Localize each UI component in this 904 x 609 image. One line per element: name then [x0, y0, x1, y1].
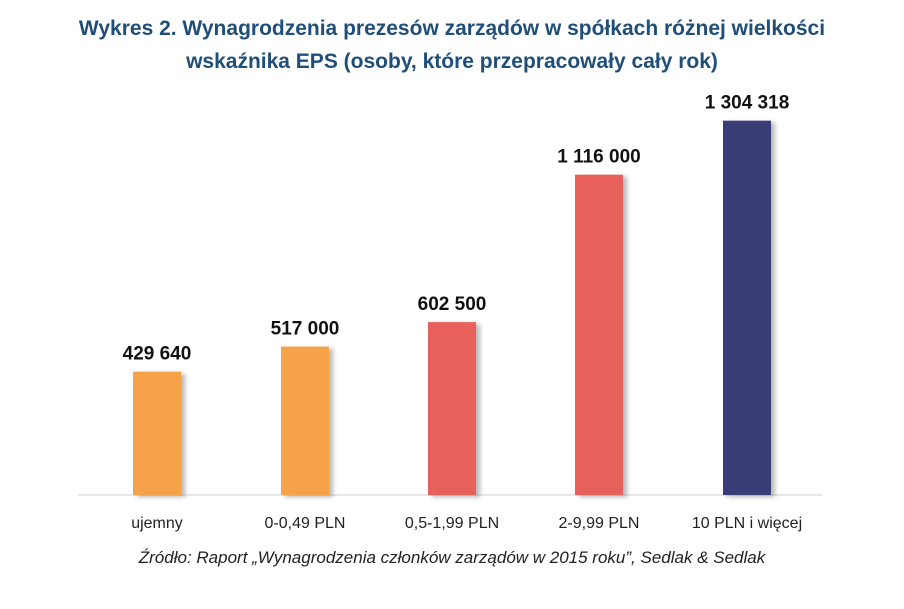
- category-label-3: 0,5-1,99 PLN: [405, 515, 499, 532]
- chart-title-line-2: wskaźnika EPS (osoby, które przepracował…: [186, 50, 718, 73]
- bar-2: [281, 346, 329, 495]
- source-note: Źródło: Raport „Wynagrodzenia członków z…: [138, 548, 766, 567]
- data-label-3: 602 500: [418, 294, 487, 315]
- category-label-1: ujemny: [131, 515, 183, 532]
- chart-title-line-1: Wykres 2. Wynagrodzenia prezesów zarządó…: [78, 17, 826, 40]
- data-label-4: 1 116 000: [557, 147, 640, 168]
- chart-title: Wykres 2. Wynagrodzenia prezesów zarządó…: [0, 12, 904, 78]
- bar-5: [723, 120, 771, 495]
- bar-1: [133, 371, 181, 495]
- category-label-2: 0-0,49 PLN: [265, 515, 346, 532]
- category-label-4: 2-9,99 PLN: [559, 515, 640, 532]
- bar-3: [428, 322, 476, 495]
- data-label-5: 1 304 318: [705, 93, 790, 114]
- category-label-5: 10 PLN i więcej: [692, 515, 802, 532]
- data-label-1: 429 640: [123, 344, 192, 365]
- data-label-2: 517 000: [271, 319, 340, 340]
- bar-4: [575, 174, 623, 495]
